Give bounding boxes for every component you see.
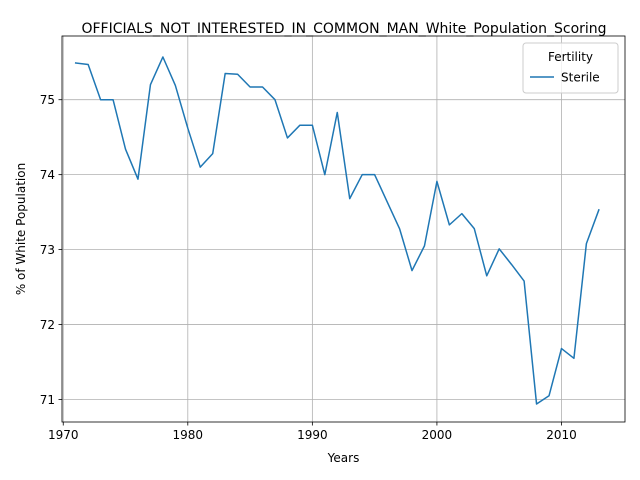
x-tick-label: 2010	[546, 428, 577, 442]
x-axis-label: Years	[327, 451, 360, 465]
y-tick-label: 74	[40, 168, 55, 182]
legend-title: Fertility	[548, 50, 593, 64]
y-axis-ticks: 71 72 73 74 75	[40, 93, 62, 407]
x-tick-label: 1990	[297, 428, 328, 442]
series-lines	[74, 56, 600, 405]
plot-area-frame	[61, 35, 626, 423]
y-tick-label: 72	[40, 318, 55, 332]
legend-label-sterile: Sterile	[561, 71, 600, 85]
y-axis-label: % of White Population	[14, 163, 28, 295]
x-tick-label: 1980	[173, 428, 204, 442]
series-line-sterile	[74, 56, 600, 405]
legend: Fertility Sterile	[522, 42, 619, 94]
x-tick-label: 1970	[48, 428, 79, 442]
y-tick-label: 71	[40, 393, 55, 407]
legend-box	[522, 42, 619, 94]
grid-lines	[62, 36, 625, 422]
x-axis-ticks: 1970 1980 1990 2000 2010	[48, 422, 577, 442]
chart-title: OFFICIALS_NOT_INTERESTED_IN_COMMON_MAN_W…	[81, 21, 606, 37]
y-tick-label: 75	[40, 93, 55, 107]
y-tick-label: 73	[40, 243, 55, 257]
x-tick-label: 2000	[422, 428, 453, 442]
